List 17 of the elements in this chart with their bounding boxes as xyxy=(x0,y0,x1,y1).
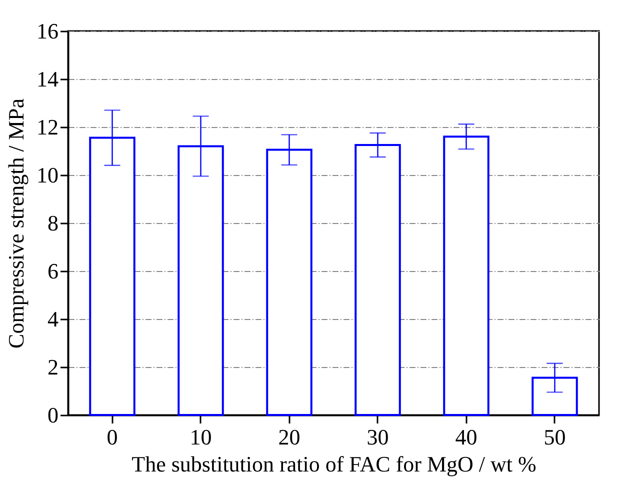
x-tick-label: 40 xyxy=(455,424,478,450)
y-tick-label: 6 xyxy=(48,258,58,284)
x-tick-label: 10 xyxy=(190,424,212,450)
y-tick-label: 16 xyxy=(36,18,58,44)
x-tick-label: 50 xyxy=(544,424,566,450)
y-tick-label: 12 xyxy=(36,114,58,140)
y-tick-label: 4 xyxy=(48,306,58,332)
x-tick-label: 20 xyxy=(278,424,300,450)
y-tick-label: 14 xyxy=(36,66,58,92)
x-tick-label: 0 xyxy=(106,424,118,450)
y-tick-label: 0 xyxy=(48,402,58,428)
y-tick-label: 10 xyxy=(36,162,58,188)
x-tick-label: 30 xyxy=(366,424,389,450)
x-axis-title: The substitution ratio of FAC for MgO / wt % xyxy=(132,452,536,476)
y-tick-label: 8 xyxy=(48,210,58,236)
y-axis-title: Compressive strength / MPa xyxy=(4,98,28,348)
y-tick-label: 2 xyxy=(48,354,58,380)
